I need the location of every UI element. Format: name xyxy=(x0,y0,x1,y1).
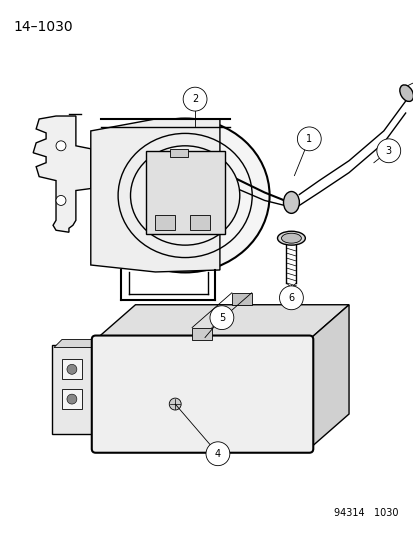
FancyBboxPatch shape xyxy=(62,389,82,409)
Ellipse shape xyxy=(399,85,413,101)
Circle shape xyxy=(209,306,233,329)
Circle shape xyxy=(206,442,229,466)
Polygon shape xyxy=(90,119,219,272)
Polygon shape xyxy=(54,340,105,348)
Circle shape xyxy=(183,87,206,111)
Text: 5: 5 xyxy=(218,313,225,322)
Ellipse shape xyxy=(281,233,301,243)
Circle shape xyxy=(56,141,66,151)
Circle shape xyxy=(297,127,320,151)
Circle shape xyxy=(67,394,77,404)
FancyBboxPatch shape xyxy=(231,293,251,305)
FancyBboxPatch shape xyxy=(192,328,211,340)
Text: 6: 6 xyxy=(288,293,294,303)
Text: 1: 1 xyxy=(306,134,312,144)
Text: 14–1030: 14–1030 xyxy=(13,20,73,34)
Text: 2: 2 xyxy=(192,94,198,104)
Circle shape xyxy=(376,139,400,163)
Ellipse shape xyxy=(130,146,239,245)
FancyBboxPatch shape xyxy=(146,151,224,234)
Circle shape xyxy=(67,365,77,374)
FancyBboxPatch shape xyxy=(52,345,100,434)
Circle shape xyxy=(279,286,303,310)
Polygon shape xyxy=(309,305,348,449)
Text: 3: 3 xyxy=(385,146,391,156)
Polygon shape xyxy=(33,116,90,232)
Circle shape xyxy=(169,398,181,410)
FancyBboxPatch shape xyxy=(155,215,175,230)
Ellipse shape xyxy=(277,231,305,245)
FancyBboxPatch shape xyxy=(190,215,209,230)
Ellipse shape xyxy=(100,118,269,272)
FancyBboxPatch shape xyxy=(62,359,82,379)
Text: 94314   1030: 94314 1030 xyxy=(333,508,398,518)
Text: 4: 4 xyxy=(214,449,221,459)
Circle shape xyxy=(56,196,66,205)
FancyBboxPatch shape xyxy=(170,149,188,157)
Ellipse shape xyxy=(283,191,299,213)
Polygon shape xyxy=(95,305,348,340)
FancyBboxPatch shape xyxy=(92,336,313,453)
